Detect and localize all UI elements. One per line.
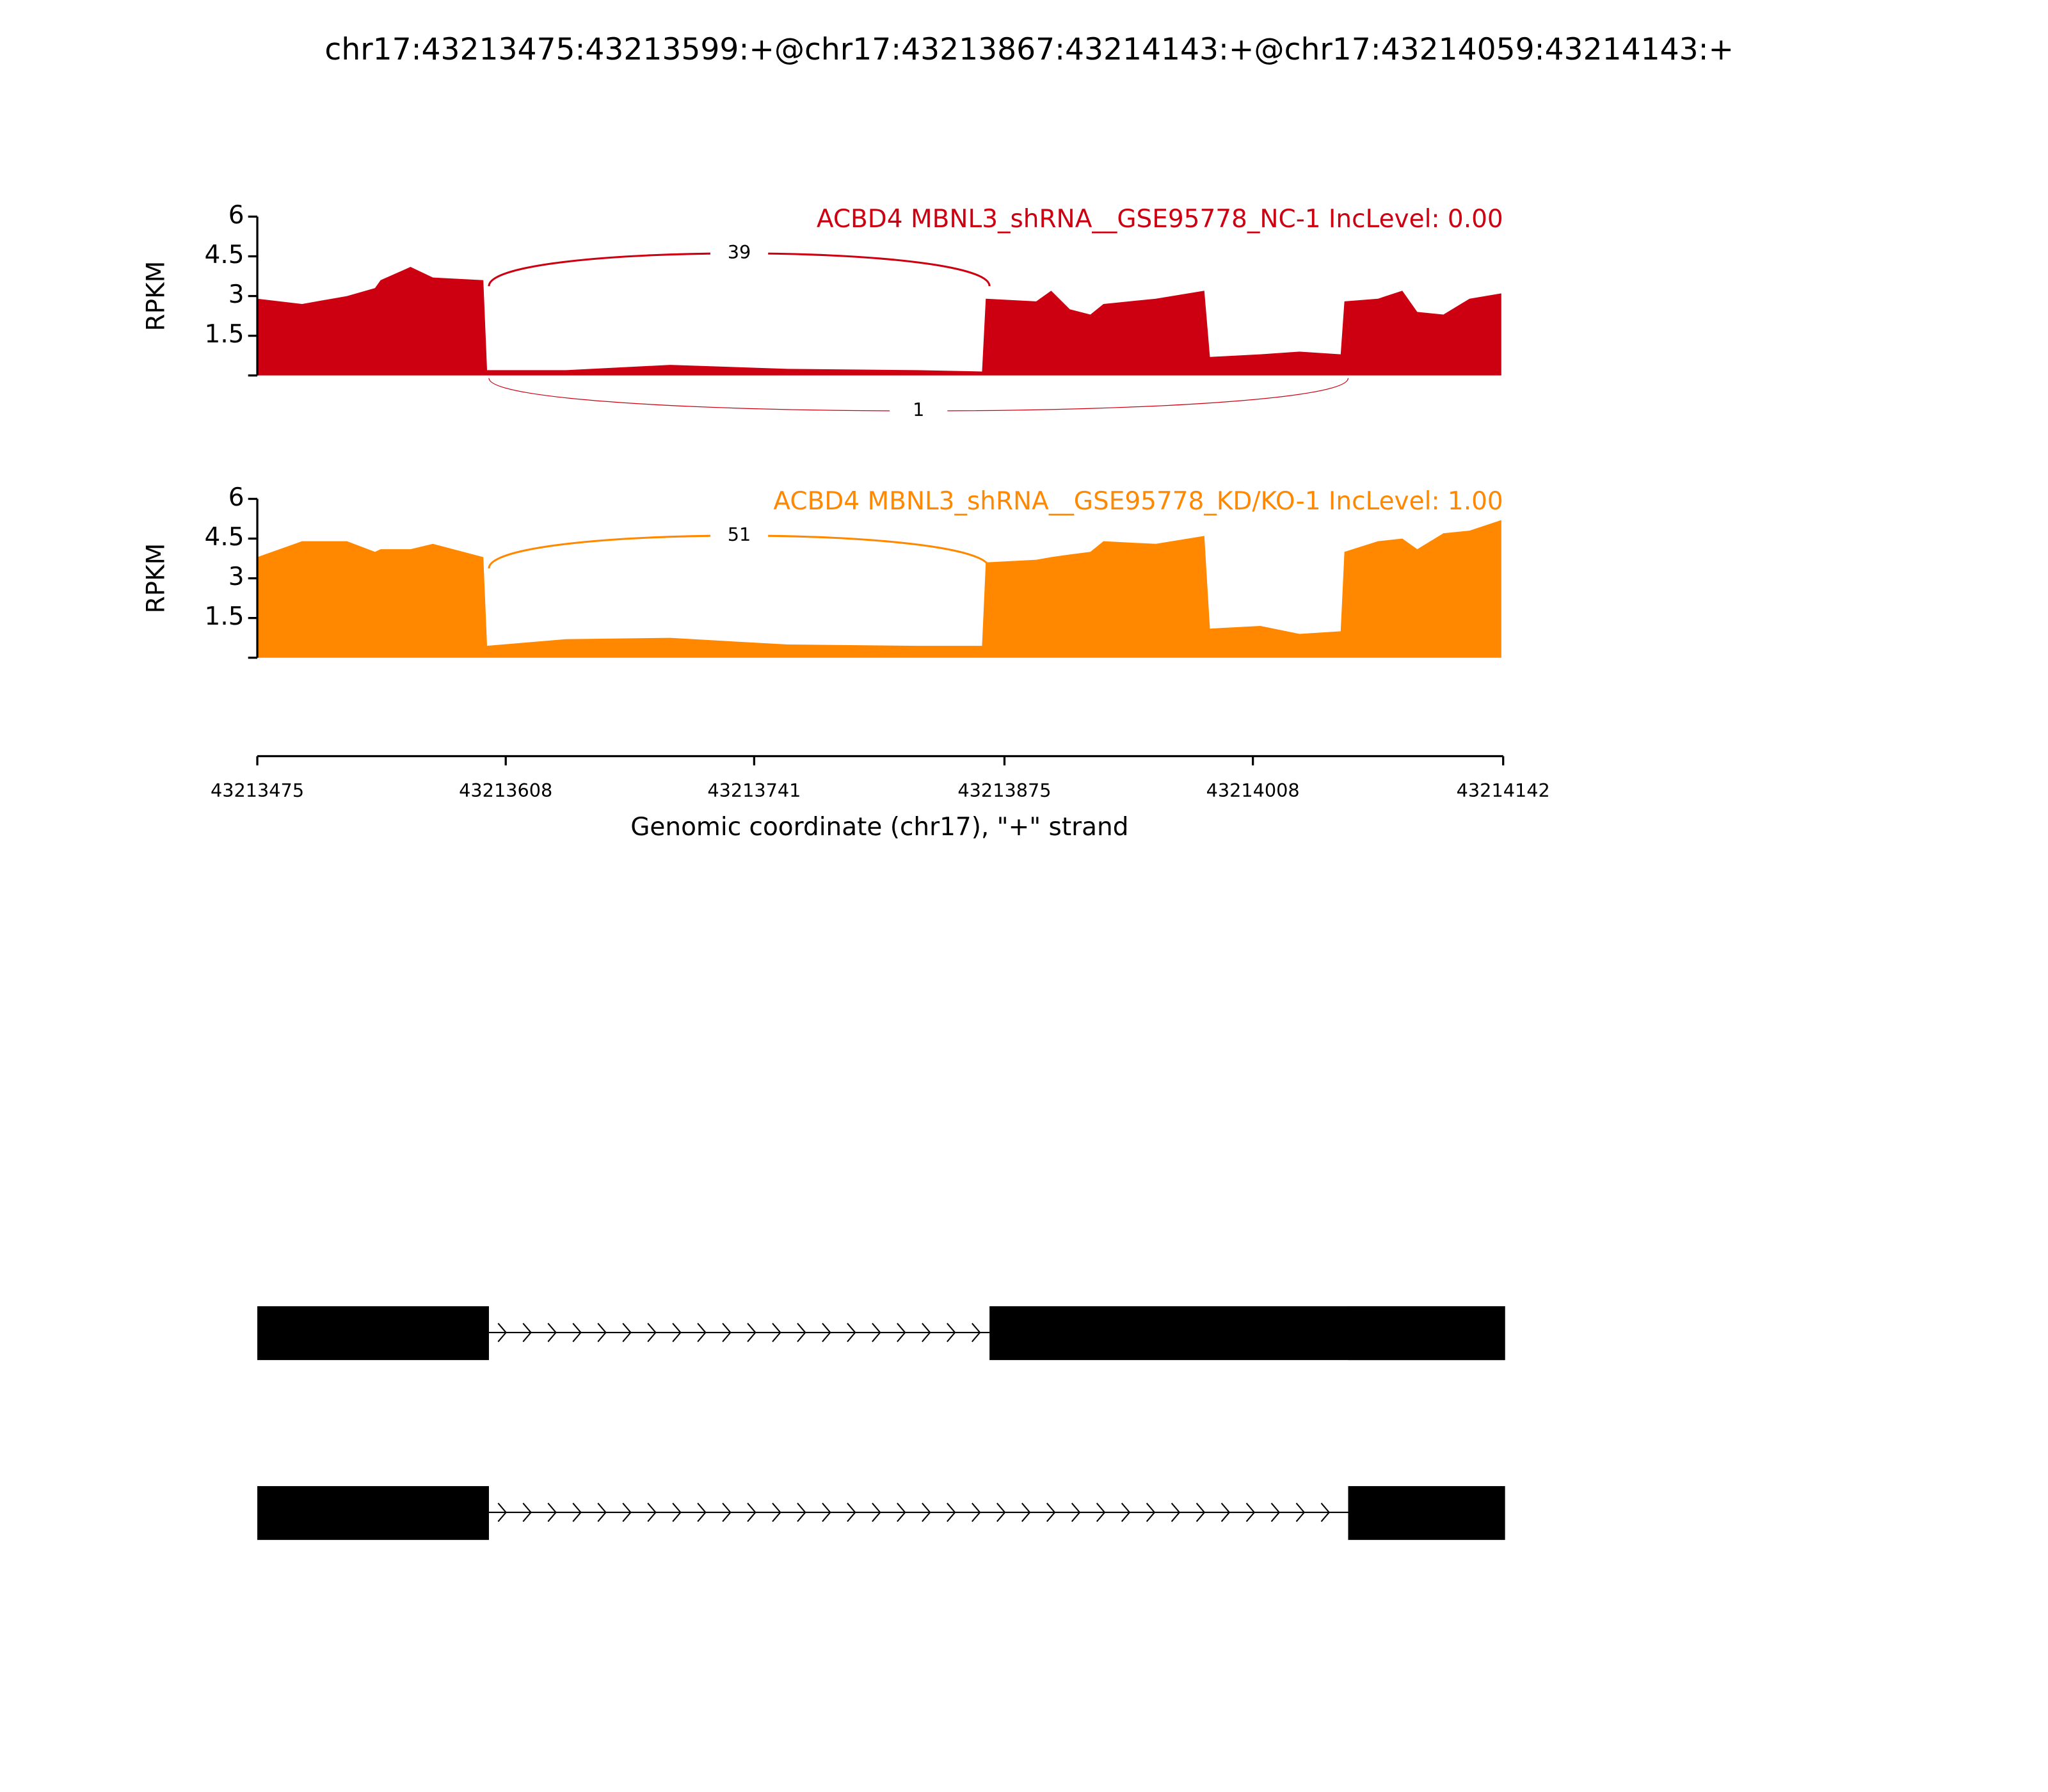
exon (1348, 1306, 1505, 1361)
strand-arrow (1270, 1503, 1281, 1523)
strand-arrow (972, 1323, 981, 1343)
strand-arrow (922, 1323, 931, 1343)
y-tick-label: 4.5 (205, 241, 244, 269)
junction-label-bg (710, 241, 769, 266)
strand-arrow (497, 1503, 507, 1523)
strand-arrow (822, 1503, 831, 1523)
junction-count: 51 (728, 524, 751, 545)
strand-arrow (872, 1503, 881, 1523)
strand-arrow (747, 1323, 756, 1343)
track-label: ACBD4 MBNL3_shRNA__GSE95778_KD/KO-1 IncL… (773, 487, 1503, 516)
strand-arrow (722, 1323, 732, 1343)
coverage-area (257, 520, 1501, 658)
exon (257, 1486, 489, 1540)
strand-arrow (647, 1323, 657, 1343)
coverage-area (257, 267, 1501, 376)
strand-arrow (996, 1503, 1006, 1523)
strand-arrow (822, 1323, 831, 1343)
strand-arrow (1121, 1503, 1131, 1523)
strand-arrow (1220, 1503, 1231, 1523)
strand-arrow (897, 1503, 906, 1523)
strand-arrow (672, 1323, 682, 1343)
strand-arrow (497, 1323, 507, 1343)
junction-label-bg (710, 524, 769, 548)
strand-arrow (1171, 1503, 1181, 1523)
strand-arrow (947, 1503, 956, 1523)
x-tick-label: 43213741 (707, 780, 801, 801)
y-tick-label: 3 (228, 563, 244, 591)
y-tick-label: 3 (228, 280, 244, 309)
strand-arrow (622, 1503, 632, 1523)
strand-arrow (522, 1323, 532, 1343)
x-axis-label: Genomic coordinate (chr17), "+" strand (630, 813, 1128, 842)
strand-arrow (572, 1323, 582, 1343)
strand-arrow (672, 1503, 682, 1523)
strand-arrow (1196, 1503, 1206, 1523)
track-label: ACBD4 MBNL3_shRNA__GSE95778_NC-1 IncLeve… (817, 205, 1503, 234)
strand-arrow (772, 1323, 781, 1343)
y-axis-label: RPKM (142, 543, 171, 614)
strand-arrow (922, 1503, 931, 1523)
strand-arrow (572, 1503, 582, 1523)
y-tick-label: 4.5 (205, 523, 244, 552)
strand-arrow (797, 1503, 806, 1523)
y-tick-label: 6 (228, 201, 244, 230)
strand-arrow (1021, 1503, 1031, 1523)
strand-arrow (547, 1323, 557, 1343)
chart-title: chr17:43213475:43213599:+@chr17:43213867… (324, 32, 1734, 67)
junction-label-bg (890, 399, 948, 423)
strand-arrow (697, 1323, 707, 1343)
exon (1348, 1486, 1505, 1540)
y-tick-label: 6 (228, 483, 244, 512)
strand-arrow (847, 1323, 856, 1343)
strand-arrow (1096, 1503, 1106, 1523)
strand-arrow (1046, 1503, 1056, 1523)
strand-arrow (847, 1503, 856, 1523)
strand-arrow (797, 1323, 806, 1343)
y-tick-label: 1.5 (205, 320, 244, 349)
strand-arrow (1245, 1503, 1256, 1523)
strand-arrow (522, 1503, 532, 1523)
strand-arrow (897, 1323, 906, 1343)
strand-arrow (697, 1503, 707, 1523)
strand-arrow (1146, 1503, 1156, 1523)
strand-arrow (872, 1323, 881, 1343)
strand-arrow (597, 1503, 607, 1523)
y-axis-label: RPKM (142, 261, 171, 332)
strand-arrow (972, 1503, 981, 1523)
junction-count: 1 (913, 399, 924, 420)
strand-arrow (1295, 1503, 1306, 1523)
x-tick-label: 43214142 (1457, 780, 1550, 801)
y-tick-label: 1.5 (205, 602, 244, 631)
junction-count: 39 (728, 241, 751, 263)
x-tick-label: 43213608 (459, 780, 552, 801)
strand-arrow (947, 1323, 956, 1343)
strand-arrow (547, 1503, 557, 1523)
strand-arrow (622, 1323, 632, 1343)
strand-arrow (1320, 1503, 1331, 1523)
strand-arrow (747, 1503, 756, 1523)
strand-arrow (597, 1323, 607, 1343)
exon (257, 1306, 489, 1361)
strand-arrow (647, 1503, 657, 1523)
strand-arrow (772, 1503, 781, 1523)
x-tick-label: 43213875 (957, 780, 1051, 801)
strand-arrow (722, 1503, 732, 1523)
x-tick-label: 43213475 (211, 780, 304, 801)
x-tick-label: 43214008 (1206, 780, 1300, 801)
strand-arrow (1071, 1503, 1081, 1523)
